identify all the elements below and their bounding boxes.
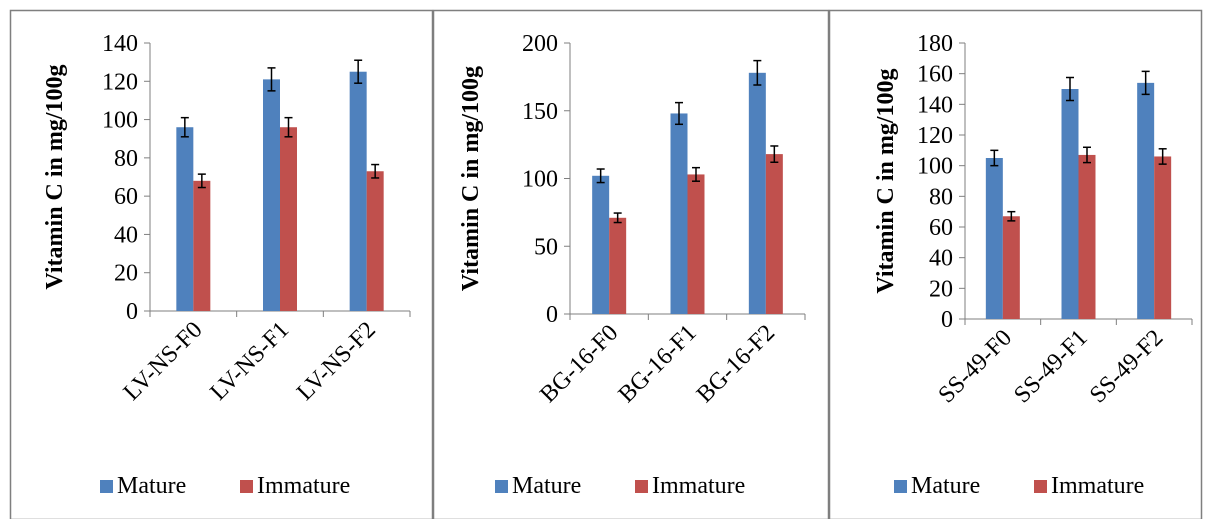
y-tick-label: 150: [522, 99, 558, 125]
y-tick-label: 0: [941, 307, 953, 333]
y-tick-label: 100: [522, 167, 558, 193]
y-tick-label: 200: [522, 31, 558, 57]
bar-immature-ss-49-f2: [1154, 156, 1172, 319]
legend-swatch-mature: [100, 480, 113, 493]
legend-label-mature: Mature: [512, 473, 581, 499]
legend-label-immature: Immature: [652, 473, 745, 499]
y-axis-title: Vitamin C in mg/100g: [458, 66, 484, 291]
bar-mature-lv-ns-f0: [176, 127, 194, 311]
y-tick-label: 100: [102, 108, 138, 134]
bar-mature-bg-16-f2: [748, 72, 766, 314]
y-tick-label: 140: [102, 31, 138, 57]
y-tick-label: 40: [929, 246, 953, 272]
legend: Mature Immature: [495, 473, 745, 499]
panel-frame: [432, 9, 830, 519]
y-tick-label: 140: [917, 92, 953, 118]
panel-frame: [828, 9, 1203, 519]
legend-label-immature: Immature: [257, 473, 350, 499]
x-category-label: BG-16-F1: [614, 320, 702, 408]
y-axis-title: Vitamin C in mg/100g: [873, 68, 899, 293]
y-tick-label: 160: [917, 62, 953, 88]
chart-panel-2: 0 50 100 150 200 Vitamin C in mg/100g BG-16-F0…: [432, 9, 830, 519]
y-tick-label: 80: [929, 184, 953, 210]
bar-immature-bg-16-f1: [687, 174, 705, 314]
legend-label-immature: Immature: [1051, 473, 1144, 499]
y-tick-label: 60: [114, 184, 138, 210]
bar-immature-lv-ns-f1: [280, 127, 297, 311]
bar-mature-bg-16-f0: [592, 175, 610, 314]
y-tick-label: 0: [546, 302, 558, 328]
legend-swatch-immature: [635, 480, 648, 493]
bar-immature-lv-ns-f0: [193, 180, 211, 311]
bar-immature-ss-49-f0: [1002, 216, 1020, 319]
x-category-label: SS-49-F2: [1085, 325, 1168, 408]
chart-panel-1: 0 20 40 60 80 100 120 140 Vitamin C in mg/100g LV…: [9, 9, 434, 519]
x-category-label: LV-NS-F0: [119, 317, 208, 406]
x-category-label: SS-49-F1: [1009, 325, 1092, 408]
y-tick-label: 0: [126, 299, 138, 325]
bar-mature-lv-ns-f1: [263, 79, 280, 311]
y-tick-label: 20: [929, 276, 953, 302]
y-tick-label: 120: [917, 123, 953, 149]
y-tick-label: 120: [102, 69, 138, 95]
chart-panel-3: 0 20 40 60 80 100 120 140 160 180 Vitamin C in mg/…: [828, 9, 1203, 519]
legend-swatch-mature: [495, 480, 508, 493]
legend-swatch-immature: [240, 480, 253, 493]
x-category-label: SS-49-F0: [934, 325, 1017, 408]
y-tick-label: 100: [917, 154, 953, 180]
y-tick-label: 180: [917, 31, 953, 57]
bar-immature-bg-16-f0: [609, 217, 627, 314]
bar-mature-ss-49-f1: [1061, 89, 1079, 319]
y-axis-title: Vitamin C in mg/100g: [42, 64, 68, 289]
y-tick-label: 60: [929, 215, 953, 241]
legend-swatch-immature: [1034, 480, 1047, 493]
bar-immature-bg-16-f2: [765, 154, 783, 314]
legend-label-mature: Mature: [117, 473, 186, 499]
y-tick-label: 40: [114, 222, 138, 248]
legend: Mature Immature: [894, 473, 1144, 499]
legend-label-mature: Mature: [911, 473, 980, 499]
x-category-label: BG-16-F0: [535, 320, 623, 408]
legend-swatch-mature: [894, 480, 907, 493]
legend: Mature Immature: [100, 473, 350, 499]
y-tick-label: 50: [534, 234, 558, 260]
bar-mature-ss-49-f2: [1137, 82, 1155, 319]
x-category-label: LV-NS-F2: [292, 317, 381, 406]
y-tick-label: 20: [114, 261, 138, 287]
x-category-label: BG-16-F2: [692, 320, 780, 408]
bar-immature-lv-ns-f2: [366, 171, 384, 311]
y-tick-label: 80: [114, 146, 138, 172]
bar-mature-ss-49-f0: [985, 158, 1003, 319]
bar-immature-ss-49-f1: [1078, 154, 1096, 319]
bar-mature-bg-16-f1: [670, 113, 688, 315]
x-category-label: LV-NS-F1: [205, 317, 294, 406]
panel-frame: [9, 9, 434, 519]
bar-mature-lv-ns-f2: [349, 71, 367, 311]
